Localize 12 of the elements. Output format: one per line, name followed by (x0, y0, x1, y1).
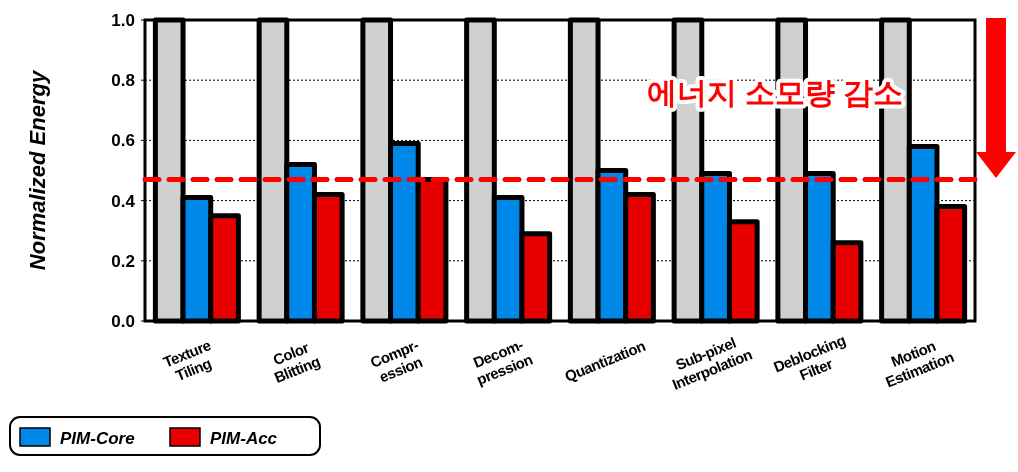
x-tick-label: Texture Tiling (160, 336, 214, 385)
y-tick-label: 0.2 (111, 251, 135, 271)
y-tick-label: 0.4 (111, 191, 136, 211)
y-axis-title: Normalized Energy (25, 69, 50, 271)
y-tick-label: 0.8 (111, 71, 135, 91)
y-tick-label: 1.0 (111, 11, 135, 30)
legend-label: PIM-Core (60, 429, 135, 448)
x-tick-label: Color Blitting (270, 338, 323, 387)
x-tick-label: Compr- ession (367, 335, 425, 386)
y-tick-label: 0.0 (111, 312, 135, 331)
y-tick-label: 0.6 (111, 131, 135, 151)
legend-label: PIM-Acc (210, 429, 278, 448)
